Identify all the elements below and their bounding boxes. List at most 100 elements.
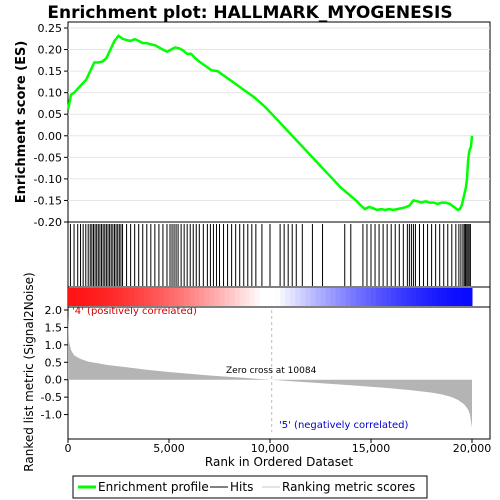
rank-band-segment (345, 288, 352, 306)
rank-band-segment (416, 288, 422, 306)
legend-enrichment-label: Enrichment profile (98, 480, 209, 494)
rank-band-segment (295, 288, 301, 306)
es-y-axis-label: Enrichment score (ES) (14, 41, 29, 204)
rank-band-segment (83, 288, 89, 306)
metric-y-axis-label: Ranked list metric (Signal2Noise) (22, 272, 36, 471)
x-tick-label: 15,000 (352, 442, 391, 455)
rank-band-segment (320, 288, 327, 306)
es-y-tick-label: 0.00 (38, 130, 63, 143)
es-y-tick-label: 0.15 (38, 65, 63, 78)
legend-hits-label: Hits (230, 480, 253, 494)
rank-band-segment (426, 288, 433, 306)
rank-band-segment (78, 288, 84, 306)
metric-y-ticks: 2.0 1.5 1.0 0.5 0.0 -0.5 -1.0 (41, 304, 68, 422)
es-y-ticks: 0.25 0.20 0.15 0.10 0.05 0.00 -0.05 -0.10 -0.15 -… (34, 22, 68, 229)
rank-band-segment (396, 288, 402, 306)
rank-band-segment (360, 288, 367, 306)
rank-band-segment (113, 288, 119, 306)
rank-band-segment (148, 288, 155, 306)
rank-band-segment (219, 288, 226, 306)
rank-band-segment (108, 288, 114, 306)
rank-band-segment (446, 288, 453, 306)
rank-band-segment (254, 288, 261, 306)
rank-band-segment (169, 288, 175, 306)
rank-band-segment (300, 288, 306, 306)
zero-cross-label: Zero cross at 10084 (226, 366, 317, 376)
es-y-tick-label: -0.05 (34, 151, 62, 164)
rank-band-segment (224, 288, 231, 306)
rank-band-segment (376, 288, 382, 306)
hits-series (69, 224, 471, 286)
rank-band-segment (441, 288, 448, 306)
ranking-metric-series (68, 310, 472, 432)
rank-band-segment (456, 288, 463, 306)
rank-band-segment (209, 288, 215, 306)
rank-band-segment (179, 288, 185, 306)
rank-band-segment (249, 288, 256, 306)
x-tick-label: 10,000 (251, 442, 290, 455)
metric-y-tick-label: 2.0 (45, 304, 63, 317)
rank-band-segment (153, 288, 160, 306)
rank-band-segment (244, 288, 251, 306)
es-gridlines (68, 27, 490, 201)
enrichment-profile-series (66, 34, 474, 212)
rank-band-segment (310, 288, 316, 306)
rank-band-segment (103, 288, 109, 306)
rank-band-segment (461, 288, 468, 306)
rank-band-segment (123, 288, 130, 306)
es-y-tick-label: -0.15 (34, 194, 62, 207)
rank-band-segment (239, 288, 246, 306)
rank-band-segment (189, 288, 195, 306)
rank-band-segment (401, 288, 407, 306)
rank-band-segment (350, 288, 357, 306)
ranking-metric-area (68, 315, 472, 428)
legend: Enrichment profile Hits Ranking metric s… (72, 475, 428, 499)
rank-band-segment (93, 288, 99, 306)
rank-band-segment (158, 288, 165, 306)
rank-band-segment (73, 288, 79, 306)
rank-band-segment (280, 288, 286, 306)
rank-band-segment (163, 288, 170, 306)
rank-band-segment (143, 288, 150, 306)
metric-y-tick-label: -0.5 (41, 391, 62, 404)
rank-band-segment (355, 288, 362, 306)
rank-band-segment (98, 288, 104, 306)
rank-color-band (68, 288, 473, 306)
rank-band-segment (436, 288, 443, 306)
rank-band-segment (214, 288, 220, 306)
rank-band-segment (184, 288, 190, 306)
es-y-tick-label: 0.25 (38, 22, 63, 35)
rank-band-segment (118, 288, 125, 306)
legend-metric-label: Ranking metric scores (282, 480, 415, 494)
rank-band-segment (68, 288, 74, 306)
hits-panel-frame (67, 221, 491, 288)
rank-band-segment (305, 288, 311, 306)
x-tick-label: 0 (65, 442, 72, 455)
chart-title: Enrichment plot: HALLMARK_MYOGENESIS (47, 3, 452, 23)
rank-band-segment (194, 288, 200, 306)
x-tick-label: 20,000 (453, 442, 492, 455)
enrichment-profile-line (66, 34, 474, 212)
metric-y-tick-label: 0.0 (45, 374, 63, 387)
rank-band-segment (204, 288, 210, 306)
legend-box (72, 475, 428, 499)
rank-band-segment (133, 288, 140, 306)
rank-band-segment (128, 288, 135, 306)
es-y-tick-label: 0.20 (38, 44, 63, 57)
negative-correlation-label: '5' (negatively correlated) (279, 420, 408, 431)
es-y-tick-label: 0.05 (38, 108, 63, 121)
rank-band-segment (340, 288, 347, 306)
rank-band-segment (315, 288, 321, 306)
rank-band-segment (365, 288, 372, 306)
positive-correlation-label: '4' (positively correlated) (72, 306, 197, 317)
rank-band-segment (406, 288, 412, 306)
metric-y-tick-label: -1.0 (41, 409, 62, 422)
rank-band-segment (451, 288, 458, 306)
es-y-tick-label: -0.20 (34, 216, 62, 229)
rank-band-segment (335, 288, 342, 306)
rank-band-segment (325, 288, 332, 306)
rank-band-segment (386, 288, 392, 306)
rank-band-segment (138, 288, 145, 306)
rank-band-segment (270, 288, 276, 306)
